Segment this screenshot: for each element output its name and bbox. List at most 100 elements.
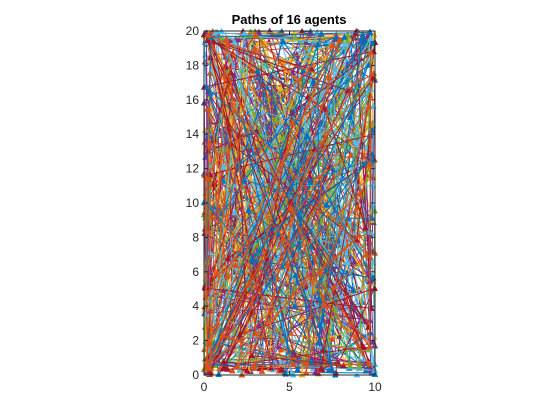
agent-marker [201,171,208,178]
agent-marker [367,34,375,41]
agent-marker [245,206,253,213]
y-tick-label: 16 [186,93,200,107]
agent-marker [258,367,266,374]
agent-marker [205,139,213,146]
agent-marker [224,254,232,262]
agent-marker [205,105,212,112]
agent-marker [277,84,285,92]
y-tick-label: 18 [186,58,200,72]
agent-marker [240,176,248,183]
agent-marker [303,132,311,139]
x-tick-label: 10 [368,380,382,394]
agent-marker [234,363,241,370]
agent-marker [251,30,259,38]
agent-marker [289,360,297,367]
agent-marker [288,205,295,212]
agent-marker [306,178,314,186]
agent-marker [339,361,347,369]
agent-marker [223,35,230,42]
agent-marker [355,231,363,239]
agent-marker [328,335,336,342]
agent-marker [332,33,340,40]
agent-marker [283,261,291,268]
agent-marker [336,36,343,43]
y-tick-label: 2 [192,334,199,348]
y-tick-label: 8 [192,230,199,244]
agent-marker [207,368,214,375]
agent-marker [359,30,367,38]
agent-marker [317,30,325,37]
agent-marker [231,38,238,45]
agent-marker [255,28,263,35]
y-tick-label: 10 [186,196,200,210]
agent-marker [213,270,221,277]
agent-line [204,31,375,375]
agent-marker [315,172,323,180]
agent-marker [272,115,280,123]
agent-marker [291,271,299,279]
agent-marker [321,301,329,308]
y-tick-label: 12 [186,162,200,176]
agent-marker [250,364,258,371]
agent-marker [302,360,310,367]
agent-marker [328,41,336,49]
agent-marker [369,39,377,46]
x-tick-label: 0 [201,380,208,394]
agent-marker [341,33,348,40]
agent-marker [316,321,324,328]
agent-marker [365,360,373,367]
agent-marker [313,41,321,48]
agent-marker [369,258,377,266]
agent-marker [243,367,251,374]
agent-marker [247,28,255,35]
agent-marker [317,269,325,276]
agent-marker [252,330,260,337]
agent-marker [365,103,372,110]
agent-marker [278,366,286,373]
agent-marker [279,234,287,242]
agent-marker [369,74,377,81]
agent-marker [369,156,376,163]
agent-marker [368,214,376,221]
agent-marker [279,37,287,44]
agent-marker [362,224,370,231]
agent-marker [362,251,370,258]
agent-marker [353,371,361,378]
agent-marker [223,272,231,280]
agent-marker [247,256,255,264]
agent-marker [240,29,248,36]
x-axis: 0 5 10 [201,31,382,394]
agent-marker [236,331,244,338]
agent-marker [347,151,355,158]
agent-marker [323,201,330,208]
agent-marker [366,160,374,167]
agent-marker [253,67,261,74]
agent-marker [224,40,232,47]
agent-marker [238,371,246,378]
agent-marker [338,292,346,300]
agent-marker [326,73,334,81]
agent-marker [235,36,243,43]
y-tick-label: 4 [192,299,199,313]
agent-marker [231,208,239,215]
agent-marker [366,343,373,350]
agent-marker [331,283,339,290]
agent-marker [230,106,238,113]
agent-marker [367,151,375,158]
agent-marker [350,286,357,293]
agent-marker [232,261,240,268]
agent-marker [355,362,363,369]
agent-marker [369,173,377,181]
agent-line [204,33,374,373]
chart-title: Paths of 16 agents [232,12,347,27]
y-axis: 0 2 4 6 8 10 12 14 16 18 20 [186,24,375,382]
agent-marker [350,258,358,265]
agent-marker [203,364,211,371]
agent-marker [291,302,299,309]
agent-marker [299,67,307,74]
plot-area [200,27,379,378]
agent-marker [202,83,210,90]
agent-paths [200,27,379,378]
agent-marker [341,40,349,48]
